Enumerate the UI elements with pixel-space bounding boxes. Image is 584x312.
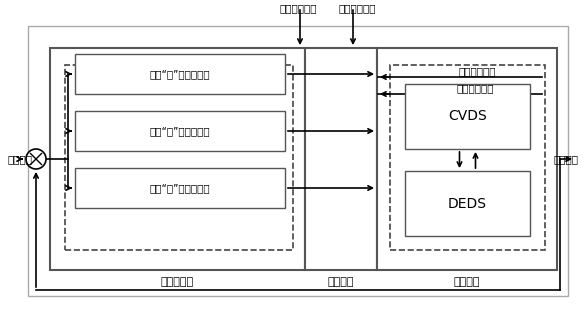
Text: 阻尼“软”状态控制器: 阻尼“软”状态控制器	[150, 69, 210, 79]
Text: 外部环境输入: 外部环境输入	[279, 3, 317, 13]
Text: 系统输出: 系统输出	[554, 154, 579, 164]
Text: 内部连续输入: 内部连续输入	[458, 66, 496, 76]
Bar	[50, 48, 305, 270]
Text: 外部离散事件: 外部离散事件	[338, 3, 376, 13]
Bar	[305, 48, 377, 270]
Bar	[75, 168, 285, 208]
Text: 阻尼“中”状态控制器: 阻尼“中”状态控制器	[150, 126, 210, 136]
Text: DEDS: DEDS	[448, 197, 487, 211]
Bar	[390, 65, 545, 250]
Text: CVDS: CVDS	[448, 110, 487, 124]
Bar	[75, 111, 285, 151]
Text: 切换系统: 切换系统	[328, 277, 354, 287]
Text: 阻尼“硬”状态控制器: 阻尼“硬”状态控制器	[150, 183, 210, 193]
Bar	[75, 54, 285, 94]
Bar	[377, 48, 557, 270]
Text: 混杂系统: 混杂系统	[454, 277, 480, 287]
Text: 内部离散事件: 内部离散事件	[456, 83, 493, 93]
Bar	[405, 171, 530, 236]
Circle shape	[26, 149, 46, 169]
Text: 系统输入: 系统输入	[8, 154, 33, 164]
Text: 混杂控制器: 混杂控制器	[161, 277, 194, 287]
Bar	[65, 65, 293, 250]
Bar	[28, 26, 568, 296]
Bar	[405, 84, 530, 149]
